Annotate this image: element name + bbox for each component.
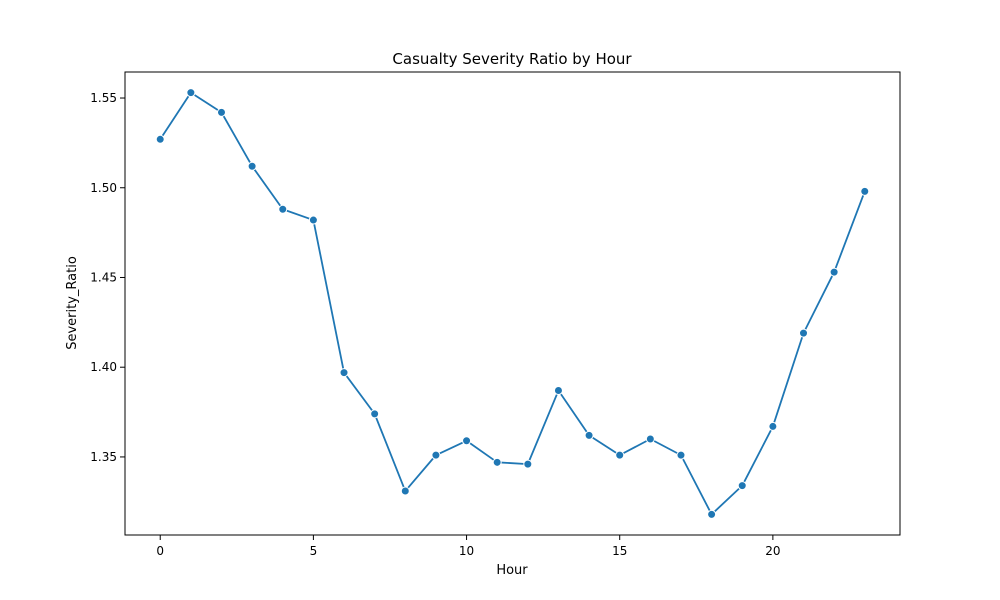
y-tick-label: 1.35: [90, 450, 117, 464]
y-axis-label: Severity_Ratio: [65, 256, 80, 350]
data-point: [431, 450, 441, 460]
series-layer: [155, 88, 870, 519]
chart-title: Casualty Severity Ratio by Hour: [392, 50, 632, 68]
data-point: [707, 509, 717, 519]
data-point: [370, 409, 380, 419]
y-tick-label: 1.50: [90, 181, 117, 195]
data-point: [186, 88, 196, 98]
data-point: [247, 161, 257, 171]
y-tick-label: 1.45: [90, 270, 117, 284]
data-point: [799, 328, 809, 338]
data-point: [860, 186, 870, 196]
data-point: [645, 434, 655, 444]
data-point: [278, 204, 288, 214]
data-point: [676, 450, 686, 460]
y-tick-label: 1.40: [90, 360, 117, 374]
x-axis: 0 5 10 15 20: [156, 535, 781, 558]
data-point: [523, 459, 533, 469]
y-axis: 1.35 1.40 1.45 1.50 1.55: [90, 91, 125, 464]
series-line: [159, 91, 866, 516]
data-point: [737, 481, 747, 491]
data-point: [768, 421, 778, 431]
data-point: [492, 457, 502, 467]
data-point: [339, 368, 349, 378]
data-point: [615, 450, 625, 460]
data-point: [400, 486, 410, 496]
data-point: [553, 386, 563, 396]
x-tick-label: 0: [156, 544, 164, 558]
plot-area-frame: [124, 71, 901, 536]
x-tick-label: 20: [765, 544, 780, 558]
x-tick-label: 15: [612, 544, 627, 558]
data-point: [216, 107, 226, 117]
y-tick-label: 1.55: [90, 91, 117, 105]
data-point: [308, 215, 318, 225]
data-point: [155, 134, 165, 144]
data-point: [462, 436, 472, 446]
data-point: [829, 267, 839, 277]
x-axis-label: Hour: [496, 563, 528, 578]
x-tick-label: 10: [459, 544, 474, 558]
x-tick-label: 5: [310, 544, 318, 558]
data-point: [584, 430, 594, 440]
